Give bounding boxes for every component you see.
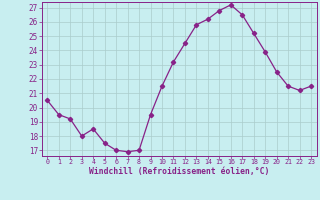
X-axis label: Windchill (Refroidissement éolien,°C): Windchill (Refroidissement éolien,°C)	[89, 167, 269, 176]
